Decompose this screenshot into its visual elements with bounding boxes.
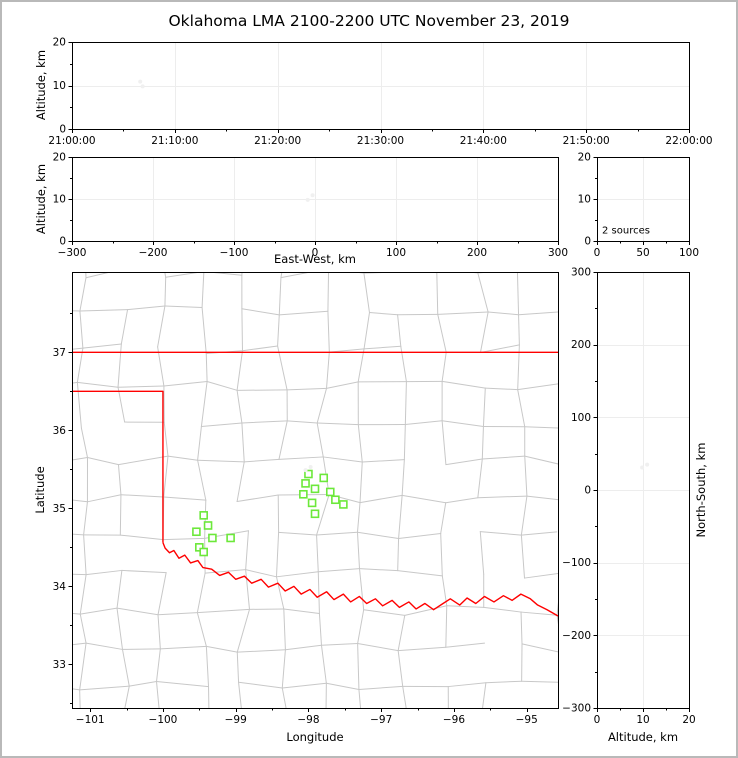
svg-text:100: 100	[679, 247, 699, 259]
svg-text:100: 100	[386, 247, 406, 259]
east-west-height-panel: −300 −200 −100 0 100 200 300 0 10 20	[53, 152, 568, 260]
source-point	[640, 465, 645, 470]
source-point	[305, 197, 310, 202]
svg-text:0: 0	[594, 714, 601, 726]
svg-text:50: 50	[636, 247, 649, 259]
svg-text:−98: −98	[297, 714, 319, 726]
source-point	[138, 79, 143, 84]
svg-text:20: 20	[53, 152, 66, 164]
svg-text:−99: −99	[225, 714, 247, 726]
svg-text:200: 200	[467, 247, 487, 259]
source-points	[303, 464, 313, 473]
svg-text:33: 33	[53, 659, 66, 671]
svg-text:36: 36	[53, 425, 67, 437]
map-panel-xlabel: Longitude	[286, 730, 344, 744]
svg-text:−300: −300	[58, 247, 87, 259]
svg-text:21:10:00: 21:10:00	[151, 135, 198, 147]
svg-text:−100: −100	[562, 557, 591, 569]
source-point	[645, 462, 650, 467]
time-height-panel: 21:00:00 21:10:00 21:20:00 21:30:00 21:40:00…	[48, 37, 712, 148]
lma-station-marker	[203, 521, 213, 530]
figure-title: Oklahoma LMA 2100-2200 UTC November 23, …	[168, 12, 570, 30]
altitude-histogram-panel: 0 50 100 0 10 20	[578, 152, 699, 260]
lma-station-marker	[199, 547, 208, 557]
ns-panel-ylabel: North-South, km	[694, 442, 708, 538]
source-point	[303, 468, 308, 473]
lma-station-marker	[310, 509, 320, 519]
svg-text:10: 10	[578, 194, 591, 206]
lma-station-marker	[208, 533, 217, 543]
source-count-label: 2 sources	[602, 225, 650, 237]
svg-text:−200: −200	[562, 630, 591, 642]
svg-text:21:40:00: 21:40:00	[460, 135, 507, 147]
lma-station-marker	[195, 543, 204, 552]
lma-station-marker	[301, 479, 310, 488]
lma-station-marker	[307, 498, 317, 508]
ew-panel-ylabel: Altitude, km	[34, 163, 48, 235]
lma-station-marker	[325, 487, 335, 497]
svg-text:−101: −101	[76, 714, 105, 726]
svg-text:−95: −95	[516, 714, 538, 726]
svg-text:−300: −300	[562, 703, 591, 715]
svg-text:200: 200	[571, 339, 591, 351]
lma-station-marker	[331, 495, 340, 505]
svg-text:300: 300	[571, 267, 591, 279]
svg-text:20: 20	[682, 714, 695, 726]
lma-station-marker	[310, 484, 320, 494]
source-point	[140, 84, 145, 89]
svg-text:20: 20	[53, 37, 66, 49]
svg-text:0: 0	[312, 247, 319, 259]
svg-text:0: 0	[584, 485, 591, 497]
svg-text:21:50:00: 21:50:00	[563, 135, 610, 147]
county-lines	[72, 272, 558, 708]
time-panel-ylabel: Altitude, km	[34, 49, 48, 121]
map-panel: −101 −100 −99 −98 −97 −96 −95 33 34 35 36 37	[53, 272, 559, 726]
svg-text:21:20:00: 21:20:00	[254, 135, 301, 147]
svg-text:−100: −100	[149, 714, 178, 726]
lma-station-marker	[199, 511, 208, 520]
svg-text:21:00:00: 21:00:00	[48, 135, 95, 147]
lma-station-marker	[299, 489, 308, 499]
lma-station-marker	[192, 527, 201, 537]
ew-panel-xlabel: East-West, km	[274, 252, 356, 266]
lma-station-marker	[304, 469, 313, 479]
svg-text:22:00:00: 22:00:00	[665, 135, 712, 147]
svg-text:10: 10	[636, 714, 649, 726]
source-point	[310, 193, 315, 198]
svg-text:0: 0	[59, 236, 66, 248]
svg-text:35: 35	[53, 503, 66, 515]
lma-station-marker	[319, 473, 329, 483]
svg-text:−100: −100	[220, 247, 249, 259]
north-south-height-panel: 0 10 20 300 200 100 0 −100 −200 −300	[562, 267, 696, 727]
svg-text:−97: −97	[370, 714, 392, 726]
svg-text:300: 300	[548, 247, 568, 259]
station-markers	[192, 469, 348, 557]
svg-text:0: 0	[584, 236, 591, 248]
svg-text:37: 37	[53, 347, 66, 359]
ns-panel-xlabel: Altitude, km	[607, 730, 679, 744]
svg-text:100: 100	[571, 412, 591, 424]
map-panel-ylabel: Latitude	[33, 466, 47, 514]
svg-text:10: 10	[53, 80, 66, 92]
svg-text:0: 0	[59, 124, 66, 136]
svg-text:20: 20	[578, 152, 591, 164]
svg-text:−96: −96	[443, 714, 465, 726]
state-border	[72, 351, 558, 617]
source-point	[308, 464, 313, 469]
svg-text:0: 0	[594, 247, 601, 259]
svg-text:−200: −200	[139, 247, 168, 259]
lma-station-marker	[226, 533, 235, 543]
svg-text:21:30:00: 21:30:00	[357, 135, 404, 147]
lma-station-marker	[339, 500, 348, 509]
svg-text:34: 34	[53, 581, 67, 593]
svg-text:10: 10	[53, 194, 66, 206]
